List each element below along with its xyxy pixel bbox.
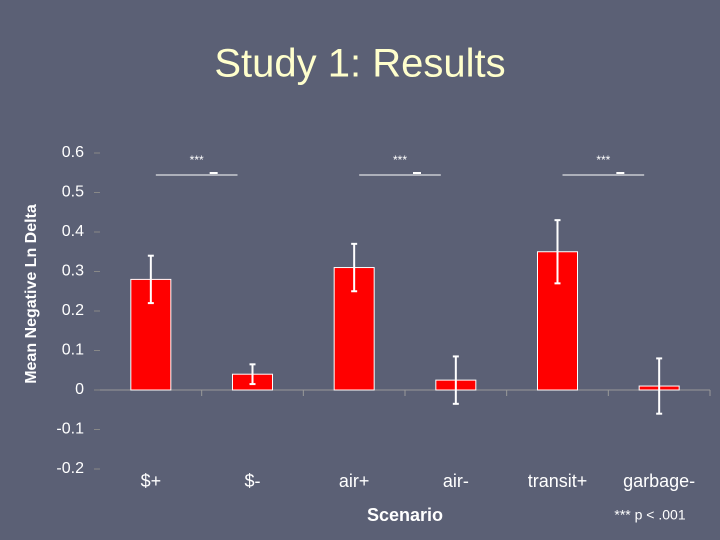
x-tick-label: $- — [244, 471, 260, 491]
y-tick-label: 0 — [75, 381, 84, 398]
y-tick-label: 0.3 — [62, 263, 84, 280]
note: *** p < .001 — [614, 507, 685, 523]
x-tick-label: air- — [443, 471, 469, 491]
x-axis-label: Scenario — [367, 505, 443, 525]
significance-label: *** — [393, 153, 407, 167]
x-tick-label: $+ — [141, 471, 162, 491]
error-bar — [452, 355, 459, 405]
significance-label: *** — [596, 153, 610, 167]
chart-title: Study 1: Results — [214, 42, 505, 86]
error-bar — [554, 219, 561, 285]
y-tick-label: 0.4 — [62, 223, 84, 240]
x-tick-label: air+ — [339, 471, 370, 491]
significance-label: *** — [190, 153, 204, 167]
y-tick-label: -0.1 — [56, 421, 84, 438]
x-tick-label: garbage- — [623, 471, 695, 491]
y-tick-label: 0.2 — [62, 302, 84, 319]
x-tick-label: transit+ — [528, 471, 588, 491]
error-bar — [249, 363, 256, 386]
y-tick-label: -0.2 — [56, 460, 84, 477]
error-bar — [351, 242, 358, 293]
y-tick-label: 0.1 — [62, 342, 84, 359]
y-tick-label: 0.6 — [62, 144, 84, 161]
y-axis-label: Mean Negative Ln Delta — [23, 204, 40, 384]
error-bar — [656, 357, 663, 415]
y-tick-label: 0.5 — [62, 184, 84, 201]
error-bar — [147, 254, 154, 305]
